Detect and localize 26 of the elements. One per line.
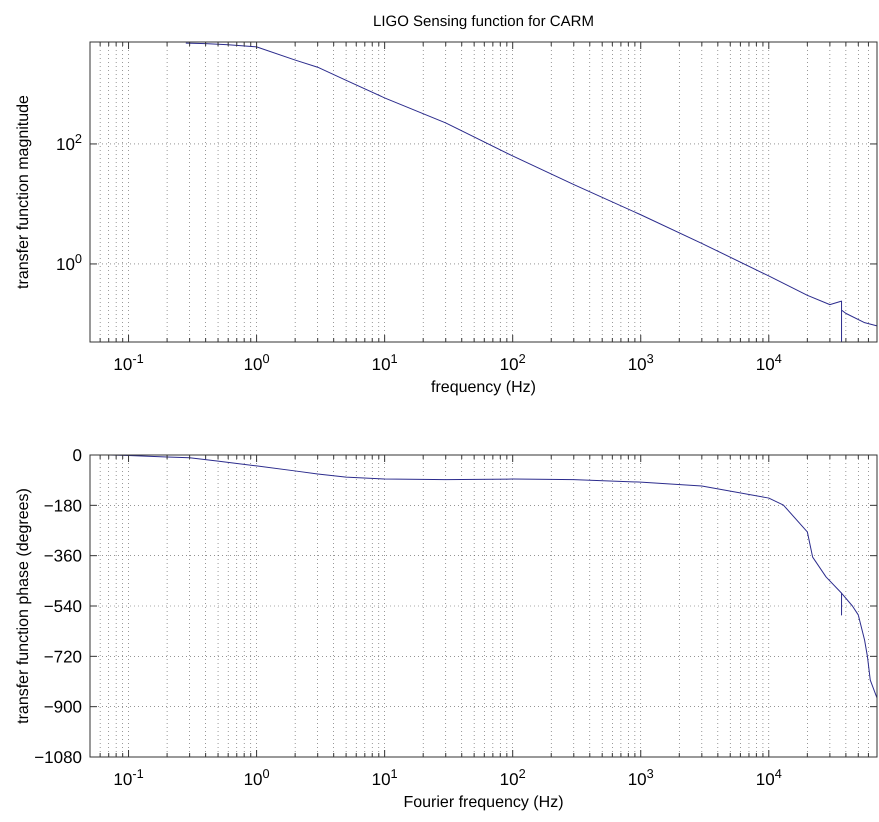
- y-tick-label: −1080: [34, 748, 82, 767]
- x-tick-label: 10$^{4}$: [756, 766, 782, 789]
- y-tick-label: −360: [44, 546, 82, 566]
- y-tick-label: −720: [44, 647, 82, 666]
- chart-title: LIGO Sensing function for CARM: [373, 13, 594, 30]
- x-tick-label: 10$^{3}$: [628, 350, 654, 374]
- x-tick-label: 10$^{0}$: [244, 350, 270, 374]
- y-tick-label: 0: [72, 446, 82, 465]
- y-axis-title: transfer function phase (degrees): [15, 488, 32, 724]
- y-tick-label: 10$^{0}$: [56, 250, 82, 274]
- x-tick-label: 10$^{0}$: [244, 766, 270, 789]
- y-tick-label: −900: [44, 698, 82, 717]
- x-tick-label: 10$^{-1}$: [113, 766, 144, 789]
- x-axis-title: Fourier frequency (Hz): [403, 794, 564, 811]
- x-tick-label: 10$^{1}$: [372, 766, 398, 789]
- x-tick-label: 10$^{-1}$: [113, 350, 144, 374]
- x-tick-label: 10$^{4}$: [756, 350, 782, 374]
- y-axis-title: transfer function magnitude: [15, 94, 32, 289]
- x-tick-label: 10$^{1}$: [372, 350, 398, 374]
- x-tick-label: 10$^{3}$: [628, 766, 654, 789]
- x-tick-label: 10$^{2}$: [500, 350, 526, 374]
- x-tick-label: 10$^{2}$: [500, 766, 526, 789]
- y-tick-label: −180: [44, 496, 82, 516]
- x-axis-title: frequency (Hz): [431, 379, 536, 396]
- y-tick-label: 10$^{2}$: [56, 130, 82, 154]
- y-tick-label: −540: [44, 597, 82, 616]
